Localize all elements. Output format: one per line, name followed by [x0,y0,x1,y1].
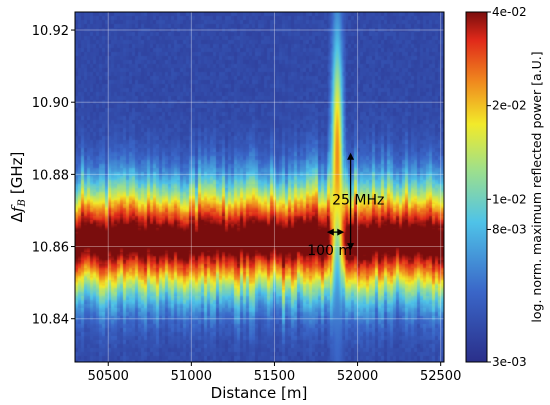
grid [75,12,444,362]
x-tick-label: 52500 [420,369,461,384]
colorbar-ticks: 4e-02 2e-02 1e-02 8e-03 3e-03 [487,5,527,369]
y-axis: 10.84 10.86 10.88 10.90 10.92 [32,24,75,328]
y-axis-label-delta: Δ [8,211,26,222]
heatmap [75,12,444,362]
y-tick-label: 10.90 [32,96,69,111]
y-axis-label-subscript: B [17,199,28,207]
x-axis-label: Distance [m] [211,384,308,402]
y-tick-label: 10.92 [32,24,69,39]
y-axis-label-symbol: f [8,204,26,213]
shift-arrowhead-bottom [347,243,355,251]
width-arrowhead-left [326,228,334,236]
colorbar-gradient [465,11,488,363]
x-tick-label: 52000 [337,369,378,384]
x-tick-label: 50500 [88,369,129,384]
plot-frame [74,11,445,363]
y-tick-label: 10.86 [32,241,69,256]
y-axis-label-unit: [GHz] [8,152,26,194]
colorbar-tick-label: 2e-02 [492,99,527,113]
colorbar-tick-label: 8e-03 [492,222,527,236]
width-label: 100 m [307,243,352,259]
shift-arrowhead-top [347,152,355,160]
width-arrowhead-right [337,228,345,236]
heatmap-image [75,12,444,362]
colorbar-tick-label: 4e-02 [492,5,527,19]
colorbar-tick-label: 1e-02 [492,192,527,206]
x-tick-label: 51500 [254,369,295,384]
colorbar: 4e-02 2e-02 1e-02 8e-03 3e-03 log. norm. max… [465,5,544,369]
colorbar-tick-label: 3e-03 [492,355,527,369]
y-tick-label: 10.84 [32,313,69,328]
y-tick-label: 10.88 [32,168,69,183]
annotations: 100 m 25 MHz [307,152,384,259]
x-axis: 50500 51000 51500 52000 52500 [88,362,461,384]
x-tick-label: 51000 [171,369,212,384]
colorbar-label: log. norm. maximum reflected power [a.U.… [529,51,544,322]
shift-label: 25 MHz [332,193,384,209]
y-axis-label: ΔfB [GHz] [8,152,28,223]
